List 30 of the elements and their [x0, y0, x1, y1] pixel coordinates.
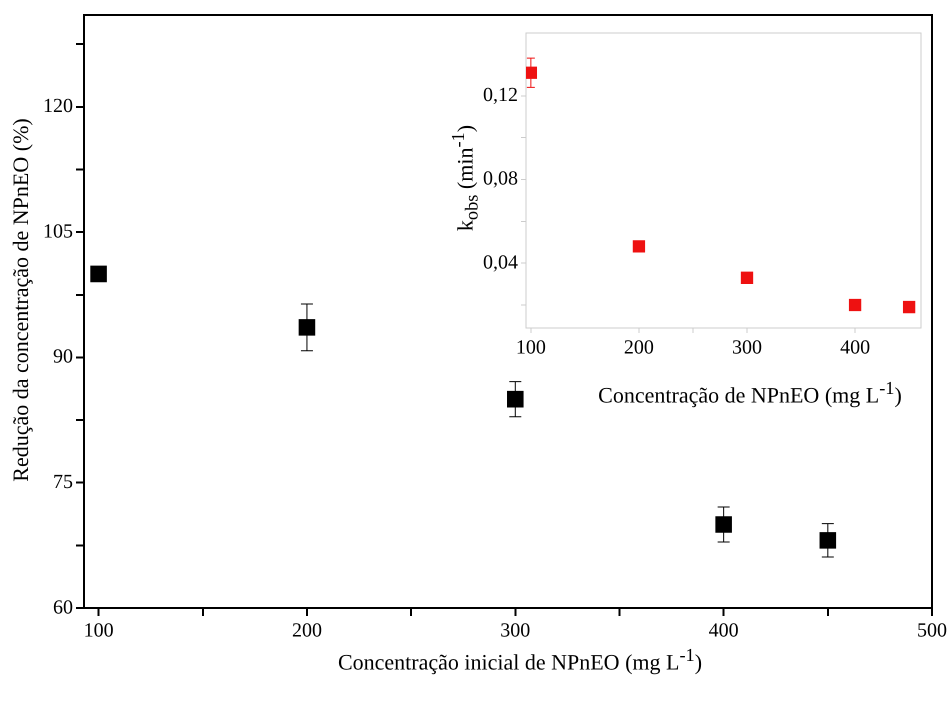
point: [632, 240, 646, 253]
y-tick-label: 0,08: [483, 168, 518, 190]
point: [298, 319, 316, 336]
x-tick-label: 300: [500, 619, 530, 642]
point: [902, 300, 916, 314]
y-tick-label: 105: [43, 220, 73, 242]
x-axis-title: Concentração de NPnEO (mg L$^{-1}$): [597, 378, 903, 408]
point: [848, 298, 862, 312]
x-tick-label: 400: [840, 336, 870, 358]
x-tick-label: 100: [516, 336, 546, 358]
y-tick-label: 75: [53, 470, 73, 493]
y-tick-label: 120: [43, 95, 73, 118]
y-axis-title: Redução da concentração de NPnEO (%): [8, 117, 34, 484]
x-tick-label: 100: [84, 619, 114, 642]
x-tick-label: 200: [624, 336, 654, 358]
point: [507, 390, 524, 408]
y-tick-label: 60: [53, 596, 73, 618]
point: [820, 532, 836, 549]
x-tick-label: 400: [708, 619, 739, 642]
y-tick-label: 0,04: [483, 251, 518, 274]
y-tick-label: 0,12: [483, 84, 518, 106]
point: [715, 516, 732, 533]
point: [90, 266, 107, 282]
x-tick-label: 200: [292, 619, 322, 642]
x-tick-label: 300: [732, 336, 762, 358]
point: [526, 66, 538, 79]
x-axis-title: Concentração inicial de NPnEO (mg L$^{-1}$): [336, 645, 704, 676]
y-tick-label: 90: [53, 346, 73, 368]
point: [740, 272, 754, 284]
x-tick-label: 500: [917, 619, 947, 642]
